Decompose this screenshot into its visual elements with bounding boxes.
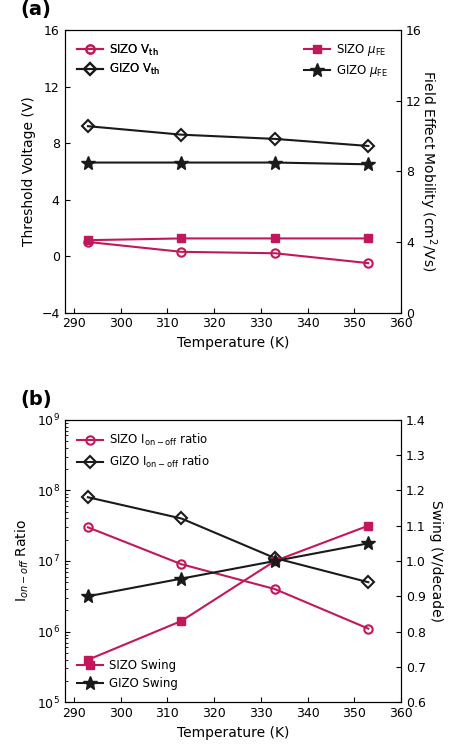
Text: (a): (a) <box>21 0 52 19</box>
Y-axis label: I$_{on-off}$ Ratio: I$_{on-off}$ Ratio <box>14 519 31 602</box>
Y-axis label: Field Effect Mobility (cm$^2$/Vs): Field Effect Mobility (cm$^2$/Vs) <box>417 70 438 273</box>
Text: (b): (b) <box>21 390 53 408</box>
Legend: SIZO V$_{\mathregular{th}}$, GIZO V$_{\mathregular{th}}$: SIZO V$_{\mathregular{th}}$, GIZO V$_{\m… <box>74 39 164 81</box>
X-axis label: Temperature (K): Temperature (K) <box>177 726 289 740</box>
Legend: SIZO $\mu_{\mathregular{FE}}$, GIZO $\mu_{\mathregular{FE}}$: SIZO $\mu_{\mathregular{FE}}$, GIZO $\mu… <box>301 39 392 83</box>
Legend: SIZO Swing, GIZO Swing: SIZO Swing, GIZO Swing <box>74 655 182 693</box>
Y-axis label: Swing (V/decade): Swing (V/decade) <box>429 500 443 622</box>
X-axis label: Temperature (K): Temperature (K) <box>177 336 289 350</box>
Y-axis label: Threshold Voltage (V): Threshold Voltage (V) <box>22 97 36 246</box>
